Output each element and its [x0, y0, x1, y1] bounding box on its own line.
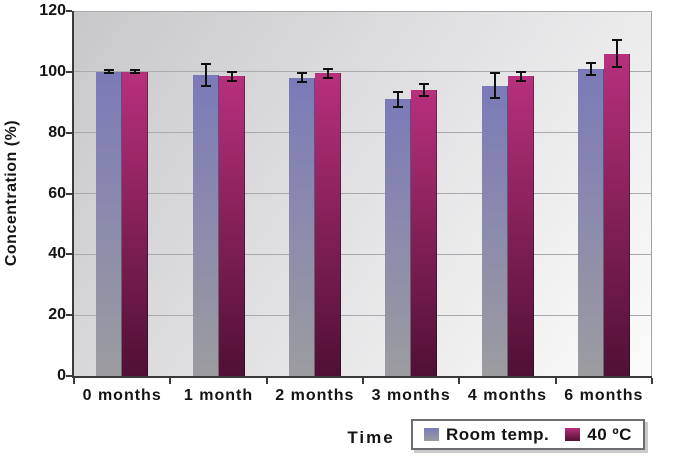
error-bar-line [326, 68, 329, 78]
bar-40-c-3 [411, 90, 438, 376]
y-tick-100 [66, 70, 72, 73]
y-tick-60 [66, 192, 72, 195]
legend-label-0: Room temp. [446, 424, 550, 444]
gridline-100 [74, 71, 652, 73]
error-bar-cap-top [585, 61, 596, 64]
bar-40-c-0 [122, 71, 149, 376]
error-bar-line [108, 70, 111, 74]
error-bar-line [493, 73, 496, 98]
bar-40-c-1 [218, 76, 245, 376]
error-bar-cap-top [322, 67, 333, 70]
bar-room-temp--4 [481, 85, 508, 376]
x-tick-0 [73, 378, 75, 384]
error-bar-cap-bottom [130, 72, 141, 75]
bar-40-c-4 [507, 76, 534, 376]
error-bar-cap-top [419, 83, 430, 85]
x-category-label-0: 0 months [82, 387, 162, 404]
error-bar-line [615, 39, 618, 68]
error-bar-line [230, 71, 233, 81]
x-category-label-2: 2 months [275, 387, 355, 404]
error-bar-line [300, 73, 303, 83]
error-bar-cap-top [296, 72, 307, 75]
bar-room-temp--2 [288, 77, 315, 376]
error-bar-cap-bottom [419, 95, 430, 98]
error-bar-cap-top [226, 70, 237, 73]
x-category-label-4: 4 months [467, 387, 548, 404]
y-tick-label-40: 40 [48, 245, 66, 263]
y-axis-line [72, 11, 74, 378]
error-bar-cap-bottom [393, 105, 404, 108]
y-tick-label-0: 0 [57, 367, 66, 384]
plot-right-border [651, 11, 652, 376]
error-bar-line [589, 62, 592, 75]
gridline-120 [74, 10, 652, 12]
x-tick-6 [651, 378, 653, 384]
bar-room-temp--1 [192, 74, 219, 376]
error-bar-cap-top [393, 90, 404, 93]
error-bar-cap-top [489, 72, 500, 75]
x-tick-5 [554, 378, 557, 384]
legend: Room temp. 40 ºC [411, 419, 645, 450]
x-axis-line [72, 376, 652, 378]
gridline-80 [74, 132, 652, 134]
plot-area [66, 10, 653, 384]
y-tick-20 [66, 314, 72, 317]
bar-40-c-5 [603, 53, 630, 376]
x-tick-4 [458, 378, 461, 384]
error-bar-line [204, 64, 207, 86]
legend-item-0: Room temp. [424, 425, 549, 445]
error-bar-cap-bottom [200, 84, 211, 87]
gridline-60 [74, 193, 652, 194]
bar-room-temp--0 [96, 71, 123, 376]
error-bar-cap-bottom [322, 76, 333, 79]
y-tick-label-100: 100 [39, 62, 66, 80]
y-tick-40 [66, 253, 72, 256]
gridline-40 [74, 253, 652, 255]
error-bar-cap-bottom [104, 72, 115, 75]
y-tick-80 [66, 131, 72, 134]
x-tick-1 [169, 378, 172, 384]
error-bar-line [519, 71, 522, 81]
error-bar-line [134, 70, 137, 74]
x-category-label-5: 6 months [564, 387, 644, 404]
y-tick-label-20: 20 [48, 306, 66, 324]
y-tick-label-60: 60 [48, 184, 66, 202]
error-bar-cap-top [611, 38, 622, 41]
gridline-20 [74, 314, 652, 316]
bar-room-temp--5 [577, 68, 604, 376]
legend-swatch-0 [424, 428, 439, 441]
legend-label-1: 40 ºC [587, 424, 632, 444]
error-bar-cap-bottom [226, 79, 237, 82]
bar-room-temp--3 [385, 99, 412, 376]
x-category-label-3: 3 months [371, 387, 451, 404]
error-bar-cap-bottom [611, 66, 622, 69]
x-tick-3 [362, 378, 364, 384]
error-bar-cap-bottom [515, 79, 526, 82]
y-tick-label-80: 80 [48, 123, 66, 141]
error-bar-cap-bottom [585, 73, 596, 76]
error-bar-cap-top [200, 63, 211, 66]
error-bar-line [397, 91, 400, 107]
y-tick-label-120: 120 [39, 2, 66, 19]
legend-swatch-1 [565, 428, 581, 441]
y-tick-0 [66, 375, 72, 377]
error-bar-line [423, 84, 426, 97]
bar-40-c-2 [314, 73, 341, 376]
error-bar-cap-bottom [296, 81, 307, 84]
error-bar-cap-bottom [489, 96, 500, 99]
error-bar-cap-top [130, 69, 141, 72]
x-tick-2 [265, 378, 268, 384]
error-bar-cap-top [104, 69, 115, 72]
legend-item-1: 40 ºC [565, 425, 632, 445]
error-bar-cap-top [515, 70, 526, 73]
x-axis-title: Time [347, 428, 395, 447]
y-tick-120 [66, 10, 72, 12]
x-category-label-1: 1 month [183, 387, 254, 404]
